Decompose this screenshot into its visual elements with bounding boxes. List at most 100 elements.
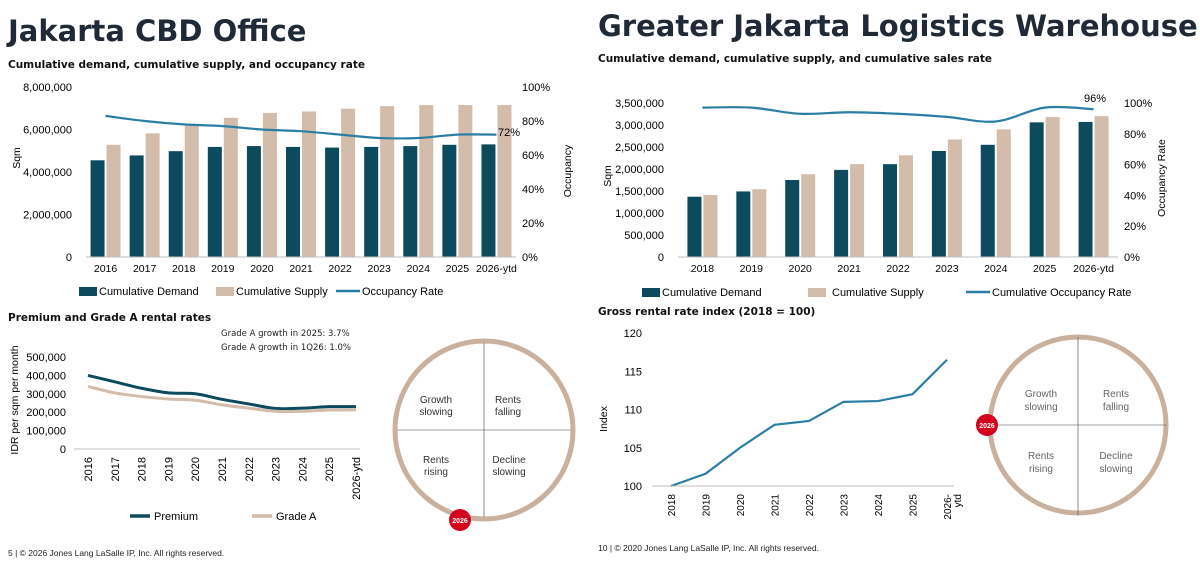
log-clock-growth-slowing: Growth slowing xyxy=(1024,389,1057,413)
log-legend: Cumulative Demand Cumulative Supply Cumu… xyxy=(642,287,1131,299)
index-x-label: 2021 xyxy=(771,494,782,517)
office-bar-demand xyxy=(325,147,340,257)
log-x-label: 2018 xyxy=(691,263,715,275)
log-clock-2026-label: 2026 xyxy=(979,423,995,430)
index-x-label: 2019 xyxy=(702,494,713,517)
logistics-chart-subtitle: Cumulative demand, cumulative supply, an… xyxy=(598,53,993,65)
log-bar-supply xyxy=(947,139,962,257)
rent-legend: Premium Grade A xyxy=(130,511,317,523)
log-bar-demand xyxy=(1078,121,1093,257)
office-x-label: 2018 xyxy=(172,263,196,275)
index-x-label: 2026-ytd xyxy=(943,494,964,520)
office-x-label: 2021 xyxy=(289,263,313,275)
rent-x-label: 2021 xyxy=(217,457,229,481)
office-ytick-label: 6,000,000 xyxy=(23,125,72,137)
log-y2-axis-label: Occupancy Rate xyxy=(1156,139,1168,217)
log-y2tick-label: 0% xyxy=(1124,252,1140,264)
left-footer: 5 | © 2026 Jones Lang LaSalle IP, Inc. A… xyxy=(8,548,225,558)
rent-gradeA-line xyxy=(87,384,357,414)
index-line xyxy=(670,358,948,488)
office-x-label: 2026-ytd xyxy=(476,263,517,275)
rent-x-label: 2023 xyxy=(271,457,283,481)
office-bar-demand xyxy=(129,155,144,257)
office-property-clock: Growth slowing Rents falling Rents rising D… xyxy=(392,338,576,531)
rent-x-label: 2022 xyxy=(244,457,256,481)
index-x-label: 2025 xyxy=(909,494,920,517)
log-x-label: 2023 xyxy=(935,263,959,275)
office-x-label: 2017 xyxy=(133,263,157,275)
office-bar-supply xyxy=(497,105,512,257)
office-x-label: 2023 xyxy=(368,263,392,275)
office-demand-supply-chart: 0 2,000,000 4,000,000 6,000,000 8,000,000 0%… xyxy=(11,82,574,298)
log-bar-supply xyxy=(850,164,865,257)
rent-x-label: 2019 xyxy=(163,457,175,481)
office-legend-demand: Cumulative Demand xyxy=(99,286,199,298)
index-ytick-label: 105 xyxy=(624,443,642,455)
log-x-label: 2026-ytd xyxy=(1073,263,1114,275)
log-ytick-label: 2,000,000 xyxy=(615,164,664,176)
office-end-label: 72% xyxy=(498,127,520,139)
log-x-label: 2020 xyxy=(789,263,813,275)
office-x-label: 2024 xyxy=(407,263,431,275)
index-x-label: 2018 xyxy=(667,494,678,517)
office-clock-rents-falling: Rents falling xyxy=(495,395,521,418)
rent-x-label: 2024 xyxy=(297,457,309,481)
index-x-label: 2023 xyxy=(840,494,851,517)
log-clock-decline-slowing: Decline slowing xyxy=(1099,451,1133,475)
office-clock-ring xyxy=(392,338,576,522)
index-x-label: 2020 xyxy=(736,494,747,517)
log-clock-rents-falling: Rents falling xyxy=(1103,389,1129,413)
office-x-label: 2020 xyxy=(250,263,274,275)
office-clock-2026-label: 2026 xyxy=(452,518,468,525)
log-x-labels: 2018 2019 2020 2021 2022 2023 2024 2025 2026-ytd xyxy=(691,263,1114,275)
log-legend-supply: Cumulative Supply xyxy=(832,287,924,299)
office-bar-demand xyxy=(442,144,457,257)
log-legend-demand-swatch xyxy=(642,288,660,297)
office-y-axis-ticks: 0 2,000,000 4,000,000 6,000,000 8,000,000 xyxy=(23,82,72,264)
index-x-labels: 2018 2019 2020 2021 2022 2023 2024 2025 2026-ytd xyxy=(667,494,964,520)
office-rent-chart: 0 100,000 200,000 300,000 400,000 500,000 201… xyxy=(9,345,363,523)
log-bar-demand xyxy=(736,191,751,257)
log-legend-occupancy: Cumulative Occupancy Rate xyxy=(992,287,1131,299)
office-x-label: 2025 xyxy=(446,263,470,275)
log-y-axis-ticks: 0 500,000 1,000,000 1,500,000 2,000,000 2,500… xyxy=(615,98,664,264)
right-panel: Greater Jakarta Logistics Warehouse Cumu… xyxy=(590,0,1200,575)
rent-premium-line xyxy=(87,373,357,411)
log-bar-demand xyxy=(687,196,702,257)
index-ytick-label: 100 xyxy=(624,481,642,493)
office-legend-occupancy: Occupancy Rate xyxy=(362,286,443,298)
left-panel: Jakarta CBD Office Cumulative demand, cu… xyxy=(0,0,590,575)
rent-note-2025: Grade A growth in 2025: 3.7% xyxy=(221,329,350,339)
office-ytick-label: 8,000,000 xyxy=(23,82,72,94)
rent-ytick-label: 500,000 xyxy=(26,352,66,364)
office-bar-demand xyxy=(481,144,496,257)
office-bar-demand xyxy=(207,146,222,257)
office-clock-decline-slowing: Decline slowing xyxy=(492,455,526,478)
office-y2-axis-ticks: 0% 20% 40% 60% 80% 100% xyxy=(522,82,550,264)
office-y2tick-label: 40% xyxy=(522,184,544,196)
rent-legend-premium: Premium xyxy=(154,511,198,523)
office-bar-demand xyxy=(286,146,300,257)
rent-ytick-label: 200,000 xyxy=(26,407,66,419)
log-bar-demand xyxy=(883,164,897,257)
rent-chart-subtitle: Premium and Grade A rental rates xyxy=(8,312,212,324)
rent-x-labels: 2016 2017 2018 2019 2020 2021 2022 2023 2024 2025… xyxy=(83,457,363,500)
log-ytick-label: 3,000,000 xyxy=(615,120,664,132)
office-bar-supply xyxy=(145,133,160,257)
rent-x-label: 2020 xyxy=(190,457,202,481)
index-y-axis-label: Index xyxy=(598,405,610,431)
log-ytick-label: 0 xyxy=(658,252,664,264)
index-y-axis-ticks: 100 105 110 115 120 xyxy=(624,328,642,493)
office-clock-rents-rising: Rents rising xyxy=(423,455,449,478)
log-legend-supply-swatch xyxy=(808,288,826,297)
logistics-demand-supply-chart: 0 500,000 1,000,000 1,500,000 2,000,000 2,500… xyxy=(602,93,1168,299)
office-y2tick-label: 80% xyxy=(522,116,544,128)
rent-ytick-label: 400,000 xyxy=(26,370,66,382)
rent-x-label: 2016 xyxy=(83,457,95,481)
office-y2tick-label: 20% xyxy=(522,218,544,230)
log-y-axis-label: Sqm xyxy=(602,165,614,187)
log-bar-supply xyxy=(996,129,1011,257)
office-occupancy-line xyxy=(105,114,497,140)
index-ytick-label: 115 xyxy=(624,366,642,378)
index-x-label: 2024 xyxy=(874,494,885,517)
